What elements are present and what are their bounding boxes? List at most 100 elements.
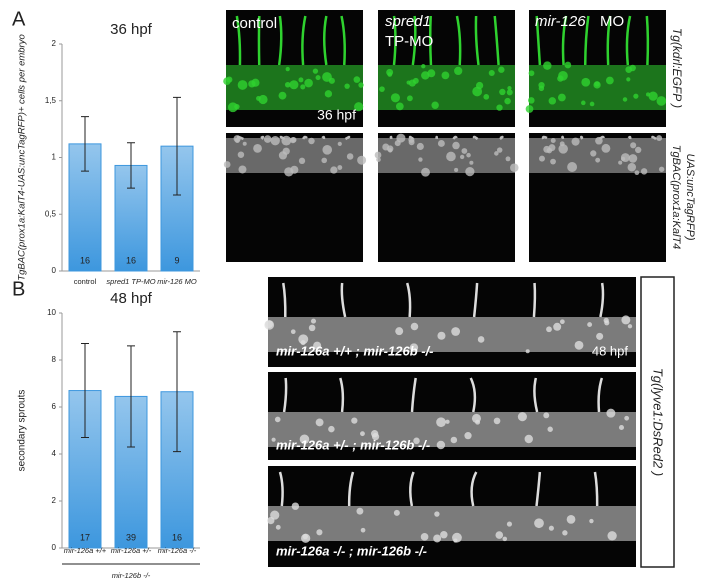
cell bbox=[626, 77, 631, 82]
row-label: mir-126a +/+ ; mir-126b -/- bbox=[276, 343, 434, 358]
cell bbox=[441, 71, 450, 80]
cell bbox=[299, 434, 310, 445]
cell bbox=[315, 418, 324, 427]
row-label: TgBAC(prox1a:KalT4 bbox=[670, 145, 682, 250]
row-label: mir-126a -/- ; mir-126b -/- bbox=[276, 543, 427, 558]
sprout bbox=[560, 135, 565, 140]
y-tick-label: 0 bbox=[52, 266, 57, 275]
cell bbox=[566, 515, 576, 524]
cell bbox=[618, 160, 623, 165]
cell bbox=[546, 326, 552, 333]
cell bbox=[395, 102, 404, 111]
cell bbox=[534, 518, 544, 529]
error-bar bbox=[81, 116, 89, 172]
sprout bbox=[282, 377, 288, 413]
y-axis-label: TgBAC(prox1a:KalT4-UAS:uncTagRFP)+ cells… bbox=[17, 34, 28, 280]
cell bbox=[421, 71, 430, 80]
sprout bbox=[428, 15, 433, 66]
cell bbox=[374, 151, 382, 159]
cell bbox=[304, 78, 313, 88]
cell bbox=[564, 61, 572, 69]
cell bbox=[301, 533, 311, 543]
sprout bbox=[625, 15, 632, 66]
cell bbox=[459, 154, 465, 160]
sprout bbox=[302, 135, 308, 140]
sprout bbox=[405, 282, 412, 318]
chart-title: 36 hpf bbox=[110, 21, 153, 38]
cell bbox=[496, 147, 503, 153]
cell bbox=[337, 165, 343, 170]
cell bbox=[223, 77, 231, 85]
cell bbox=[312, 68, 319, 74]
cell bbox=[310, 318, 317, 324]
cell bbox=[357, 155, 367, 165]
cell bbox=[595, 136, 603, 145]
cell bbox=[604, 320, 610, 326]
panel-label: B bbox=[12, 278, 25, 300]
cell bbox=[284, 81, 291, 88]
cell bbox=[409, 343, 419, 352]
cell bbox=[413, 437, 420, 445]
cell bbox=[251, 78, 260, 87]
x-tick-label: mir-126a +/- bbox=[111, 546, 152, 555]
cell bbox=[421, 64, 426, 69]
error-bar bbox=[173, 96, 181, 196]
sprout bbox=[410, 377, 417, 413]
row-label: UAS:uncTagRFP) bbox=[684, 153, 696, 240]
cell bbox=[557, 93, 566, 102]
sprout bbox=[651, 135, 657, 141]
cell bbox=[298, 157, 306, 165]
cell bbox=[524, 434, 533, 444]
cell bbox=[387, 72, 393, 77]
sprout bbox=[533, 377, 539, 413]
cell bbox=[390, 93, 400, 103]
cell bbox=[558, 70, 568, 81]
cell bbox=[416, 142, 424, 151]
cell bbox=[628, 154, 638, 163]
panel-label: A bbox=[12, 8, 26, 30]
cell bbox=[634, 170, 640, 176]
cell bbox=[308, 137, 315, 145]
column-label: mir-126 bbox=[535, 13, 586, 30]
y-axis-label: secondary sprouts bbox=[17, 390, 28, 472]
cell bbox=[393, 509, 400, 516]
cell bbox=[223, 161, 231, 168]
cell bbox=[488, 69, 495, 77]
cell bbox=[270, 510, 280, 520]
x-tick-label: spred1 TP-MO bbox=[106, 277, 155, 286]
sprout bbox=[347, 471, 355, 507]
cell bbox=[395, 327, 404, 336]
cell bbox=[589, 101, 595, 107]
sprout bbox=[472, 135, 479, 140]
cell bbox=[346, 153, 354, 160]
sprout bbox=[561, 15, 568, 66]
cell bbox=[337, 141, 342, 147]
cell bbox=[322, 72, 332, 82]
micrographs bbox=[223, 10, 667, 567]
cell bbox=[433, 534, 442, 543]
side-label: Tg(lyve1:DsRed2 ) bbox=[651, 368, 666, 476]
sprout bbox=[340, 282, 347, 318]
x-tick-label: control bbox=[74, 277, 97, 286]
cell bbox=[420, 533, 429, 541]
error-bar bbox=[127, 142, 135, 189]
cell bbox=[278, 151, 288, 160]
cell bbox=[595, 157, 601, 163]
sprout bbox=[278, 471, 284, 507]
cell bbox=[645, 92, 651, 97]
cell bbox=[547, 426, 553, 432]
cell bbox=[406, 80, 411, 85]
sprout bbox=[597, 377, 604, 413]
y-tick-label: 4 bbox=[52, 449, 57, 458]
cell bbox=[454, 66, 463, 76]
cell bbox=[517, 412, 527, 422]
cell bbox=[562, 530, 568, 536]
cell bbox=[412, 77, 419, 84]
cell bbox=[465, 167, 475, 177]
cell bbox=[410, 322, 419, 331]
row-label: mir-126a +/- ; mir-126b -/- bbox=[276, 437, 430, 452]
sprout bbox=[321, 135, 326, 140]
cell bbox=[376, 157, 381, 162]
cell bbox=[437, 140, 445, 147]
cell bbox=[379, 86, 385, 92]
